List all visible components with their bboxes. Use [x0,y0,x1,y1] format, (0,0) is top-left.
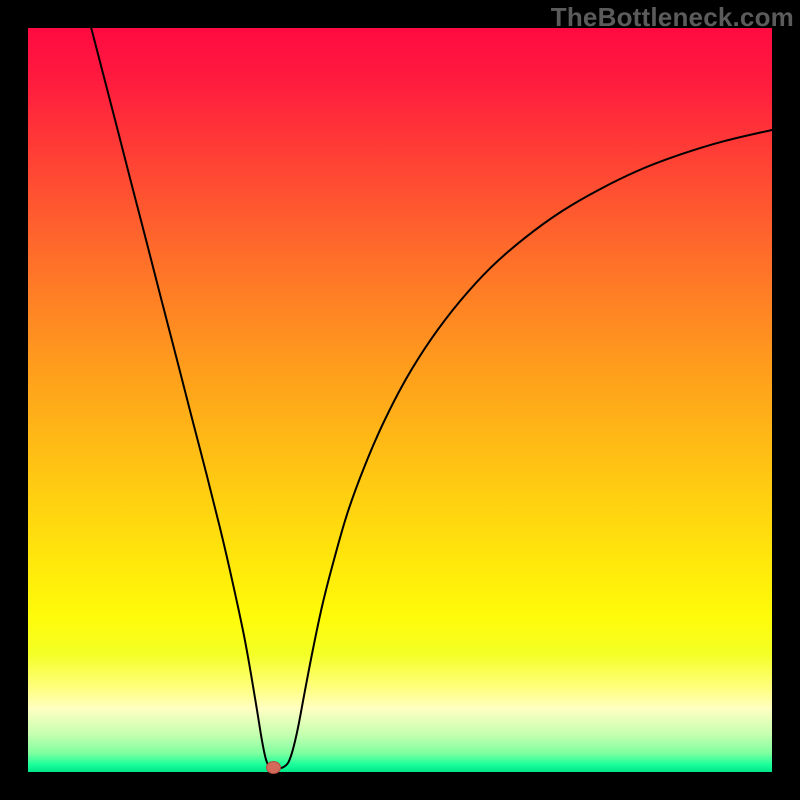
watermark-text: TheBottleneck.com [551,2,794,33]
bottleneck-curve-chart [0,0,800,800]
optimum-marker [267,762,281,774]
plot-background-gradient [28,28,772,772]
chart-root: TheBottleneck.com [0,0,800,800]
